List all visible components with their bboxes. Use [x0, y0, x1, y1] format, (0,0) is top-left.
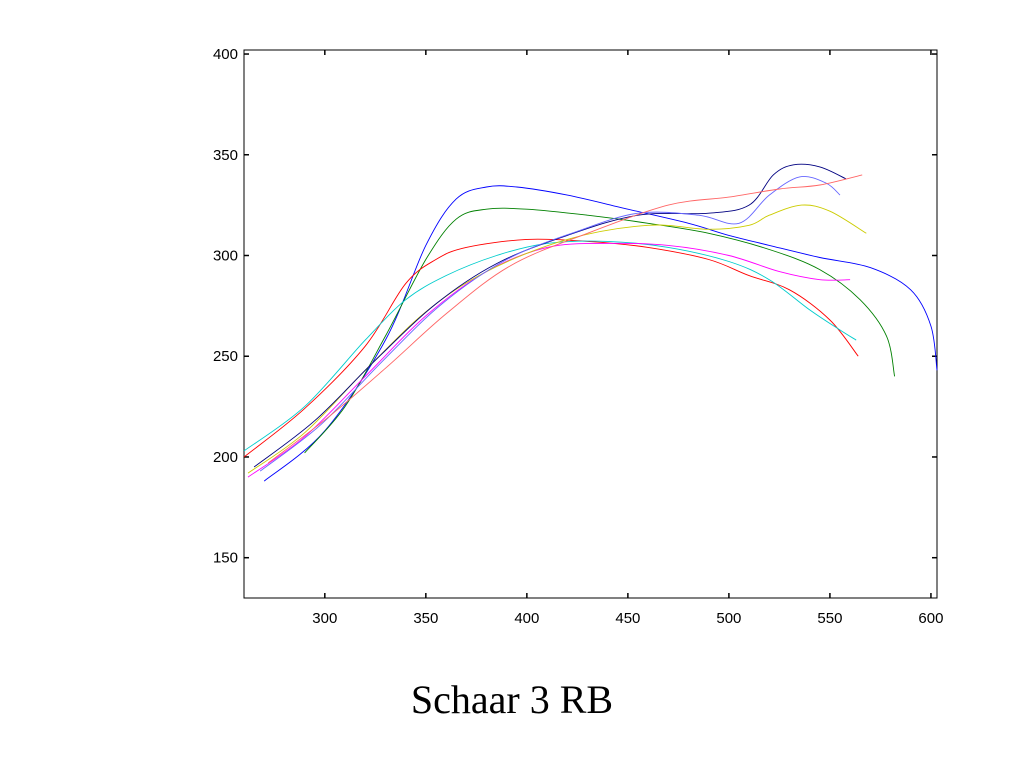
series-line-5: [247, 242, 851, 478]
y-axis: 150 200 250 300 350 400: [213, 46, 937, 567]
y-tick-label: 150: [213, 550, 238, 567]
chart-caption: Schaar 3 RB: [410, 677, 614, 722]
x-tick-label: 400: [514, 610, 539, 627]
x-tick-label: 350: [413, 610, 438, 627]
series-line-8: [259, 176, 841, 472]
series-line-1: [263, 185, 938, 482]
y-tick-label: 200: [213, 449, 238, 466]
series-layer: [243, 163, 938, 482]
y-tick-label: 250: [213, 348, 238, 365]
x-tick-label: 450: [615, 610, 640, 627]
y-tick-label: 400: [213, 46, 238, 63]
x-tick-label: 550: [817, 610, 842, 627]
plot-area-frame: [243, 49, 938, 599]
y-tick-label: 350: [213, 147, 238, 164]
x-tick-label: 600: [918, 610, 943, 627]
series-line-9: [267, 174, 863, 464]
y-tick-label: 300: [213, 248, 238, 265]
series-line-7: [253, 163, 847, 468]
x-axis: 300 350 400 450 500 550 600: [312, 50, 943, 627]
x-tick-label: 300: [312, 610, 337, 627]
x-tick-label: 500: [716, 610, 741, 627]
series-line-3: [243, 238, 859, 458]
series-line-2: [304, 207, 896, 454]
